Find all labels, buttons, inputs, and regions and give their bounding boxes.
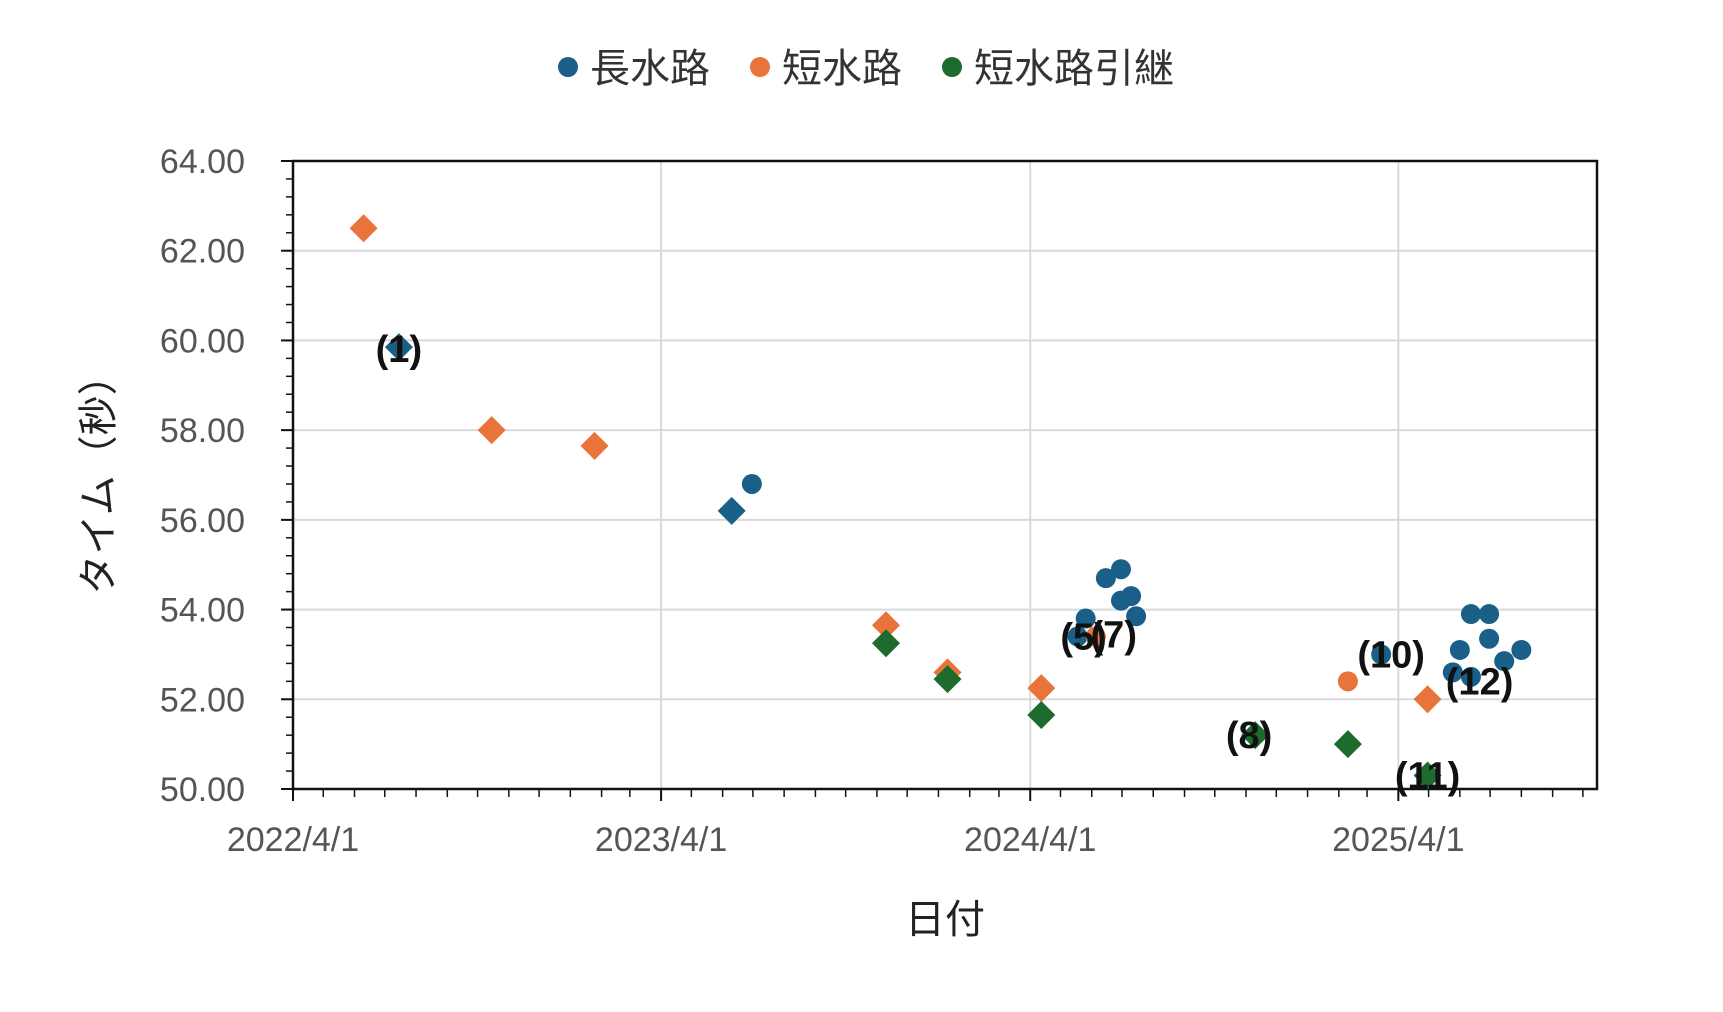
legend-label: 短水路引継 [974,46,1174,92]
data-point-circle [1494,651,1515,672]
data-point-circle [1085,626,1106,647]
data-point-circle [1511,639,1532,660]
legend: 長水路 短水路 短水路引継 [558,46,1174,92]
data-point-diamond [580,431,609,460]
x-tick-label: 2022/4/1 [227,821,359,859]
y-tick-label: 62.00 [160,233,245,271]
legend-item: 短水路引継 [942,46,1174,92]
x-tick-labels: 2022/4/1 2023/4/1 2024/4/1 2025/4/1 [227,821,1465,859]
legend-marker [942,57,962,77]
data-point-circle [1371,644,1392,665]
point-label-layer: (1) (5) (10) (7) (12) (8) (11) [376,329,1514,797]
y-tick-label: 64.00 [160,143,245,181]
data-point-circle [1460,666,1481,687]
data-point-circle [1460,604,1481,625]
legend-marker [558,57,578,77]
data-point-circle [1110,559,1131,580]
tick-layer [281,160,1584,801]
legend-item: 短水路 [750,46,902,92]
data-point-label: (12) [1446,661,1514,703]
data-point-diamond [384,333,413,362]
data-point-diamond [1027,674,1056,703]
data-point-label: (7) [1091,614,1137,656]
data-point-diamond [933,665,962,694]
data-point-label: (10) [1357,634,1425,676]
data-point-circle [1442,662,1463,683]
data-point-label: (1) [376,329,422,371]
y-tick-label: 52.00 [160,681,245,719]
data-point-diamond [1027,700,1056,729]
x-tick-label: 2024/4/1 [964,821,1096,859]
data-point-diamond [1241,721,1270,750]
data-point-label: (5) [1060,616,1106,658]
legend-label: 短水路 [782,46,902,92]
data-point-circle [1126,606,1147,627]
y-tick-label: 58.00 [160,412,245,450]
data-point-diamond [1333,730,1362,759]
y-tick-label: 50.00 [160,771,245,809]
grid-layer [293,161,1597,789]
y-tick-label: 56.00 [160,502,245,540]
data-point-diamond [1413,761,1442,790]
x-tick-label: 2023/4/1 [595,821,727,859]
legend-marker [750,57,770,77]
data-point-circle [1121,586,1142,607]
data-point-diamond [1413,685,1442,714]
data-point-diamond [872,629,901,658]
marker-layer [349,214,1532,790]
plot-frame [291,159,1599,791]
y-tick-label: 54.00 [160,592,245,630]
data-point-diamond [872,611,901,640]
legend-label: 長水路 [590,46,710,92]
data-point-circle [1095,568,1116,589]
data-point-circle [741,473,762,494]
data-point-diamond [349,214,378,243]
data-point-diamond [717,496,746,525]
legend-item: 長水路 [558,46,710,92]
data-point-circle [1075,608,1096,629]
data-point-circle [1449,639,1470,660]
x-tick-label: 2025/4/1 [1332,821,1464,859]
data-point-label: (8) [1226,715,1272,757]
data-point-circle [1479,604,1500,625]
y-tick-labels: 50.00 52.00 54.00 56.00 58.00 60.00 62.00 64.00 [160,143,245,809]
y-axis-title: タイム（秒） [76,355,122,594]
x-axis-title: 日付 [905,897,985,943]
data-point-circle [1337,671,1358,692]
data-point-diamond [477,416,506,445]
y-tick-label: 60.00 [160,322,245,360]
data-point-circle [1479,628,1500,649]
data-point-circle [1067,626,1088,647]
data-point-label: (11) [1395,756,1460,798]
